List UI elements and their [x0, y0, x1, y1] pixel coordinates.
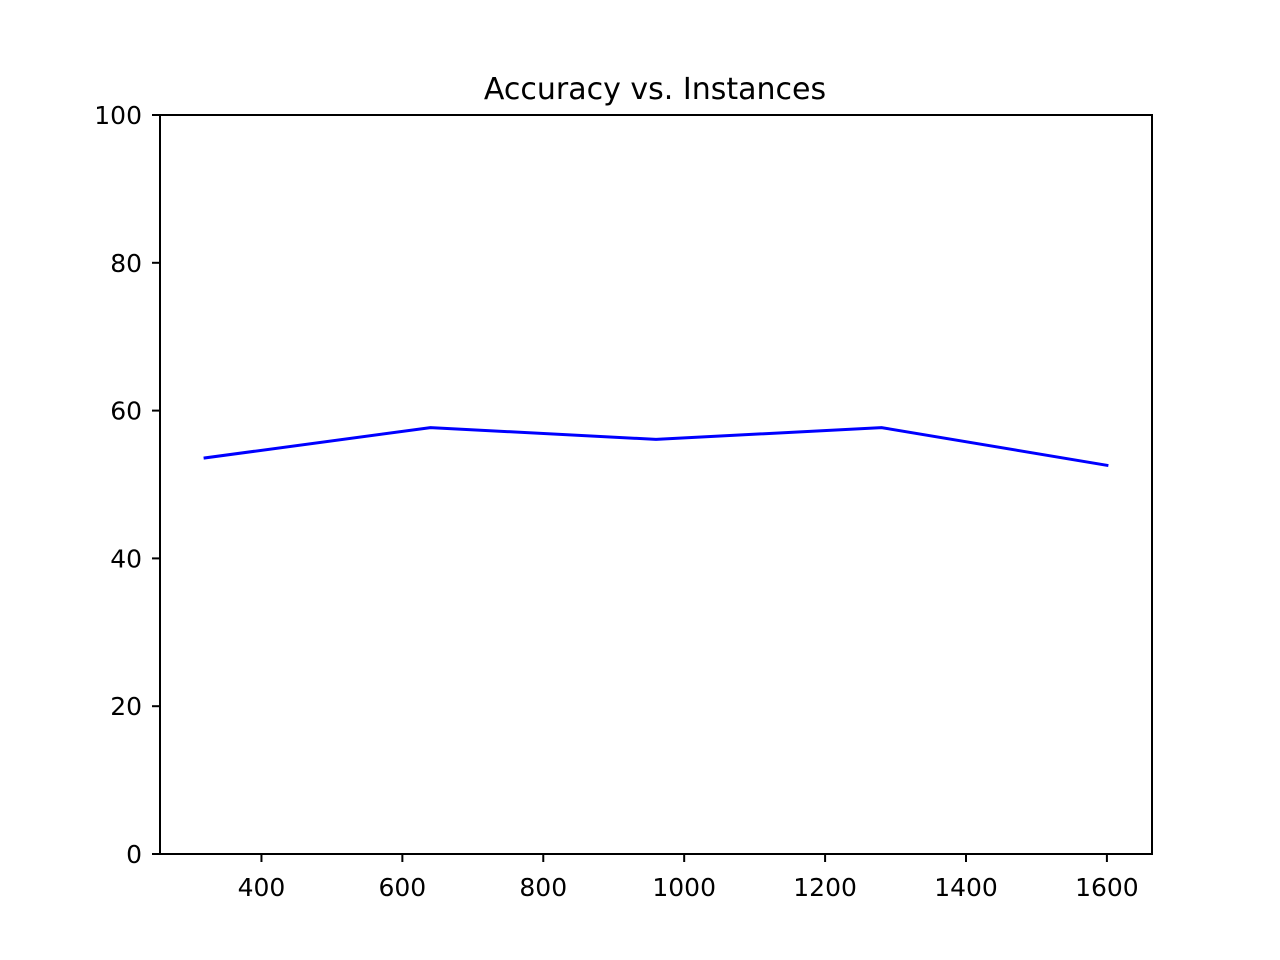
y-axis: 0 20 40 60 80 100: [94, 101, 160, 869]
plot-area: [203, 426, 1109, 468]
y-tick-label: 0: [126, 840, 142, 869]
chart-title: Accuracy vs. Instances: [484, 72, 826, 107]
x-tick-label: 400: [238, 873, 286, 902]
x-axis: 400 600 800 1000 1200 1400 1600: [238, 854, 1139, 902]
y-tick-label: 80: [110, 249, 142, 278]
series-line-1: [203, 426, 1109, 468]
y-tick-label: 100: [94, 101, 142, 130]
plot-frame: [159, 114, 1153, 855]
x-tick-label: 1200: [793, 873, 857, 902]
y-tick-label: 40: [110, 544, 142, 573]
x-tick-label: 600: [379, 873, 427, 902]
x-tick-label: 1600: [1075, 873, 1139, 902]
x-tick-label: 1000: [652, 873, 716, 902]
y-tick-label: 60: [110, 397, 142, 426]
x-tick-label: 1400: [934, 873, 998, 902]
y-tick-label: 20: [110, 692, 142, 721]
x-tick-label: 800: [519, 873, 567, 902]
